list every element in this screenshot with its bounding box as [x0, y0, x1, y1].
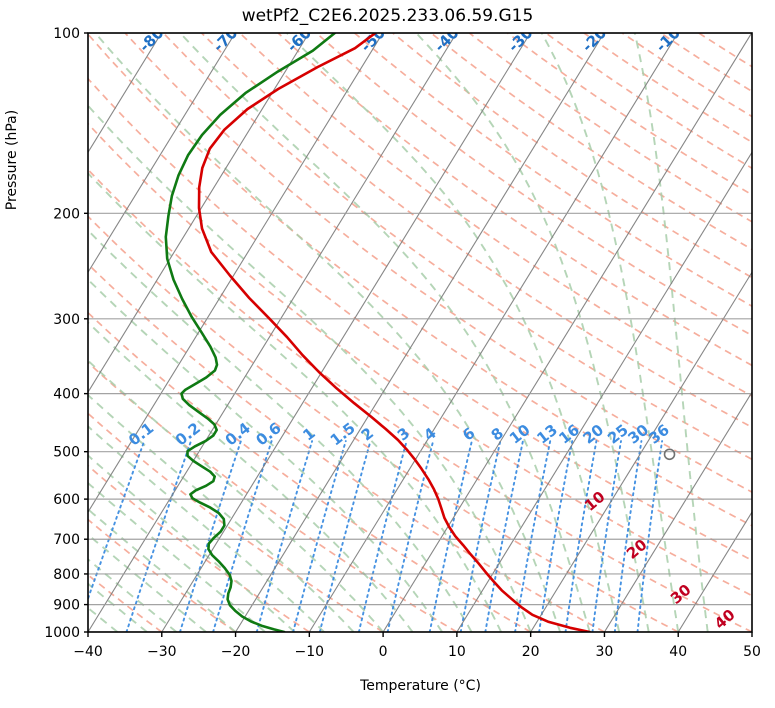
x-tick-label: 50 [743, 644, 761, 660]
x-tick-label: −30 [147, 644, 177, 660]
temperature-profile [197, 33, 592, 632]
y-tick-label: 200 [53, 206, 80, 222]
x-tick-label: 40 [669, 644, 687, 660]
dewpoint-profile [164, 33, 337, 632]
x-tick-label: 20 [522, 644, 540, 660]
mixing-ratio-lines-group [88, 440, 664, 632]
y-tick-label: 400 [53, 387, 80, 403]
y-tick-label: 600 [53, 492, 80, 508]
y-tick-label: 800 [53, 567, 80, 583]
profiles-group [164, 33, 592, 632]
lcl-marker [663, 448, 676, 461]
plot-border [87, 32, 753, 633]
y-tick-label: 300 [53, 312, 80, 328]
y-tick-label: 900 [53, 598, 80, 614]
x-tick-label: −40 [73, 644, 103, 660]
markers-group [663, 448, 676, 461]
chart-title: wetPf2_C2E6.2025.233.06.59.G15 [241, 6, 534, 26]
x-tick-label: 0 [379, 644, 388, 660]
x-tick-label: −10 [295, 644, 325, 660]
x-axis-label: Temperature (°C) [360, 678, 481, 694]
x-tick-label: 10 [448, 644, 466, 660]
isotherms-group [88, 33, 752, 632]
y-tick-label: 100 [53, 26, 80, 42]
x-tick-label: 30 [596, 644, 614, 660]
x-tick-label: −20 [221, 644, 251, 660]
dry-adiabats-group [88, 33, 752, 632]
y-tick-label: 500 [53, 445, 80, 461]
y-tick-label: 1000 [44, 625, 80, 641]
y-tick-label: 700 [53, 532, 80, 548]
